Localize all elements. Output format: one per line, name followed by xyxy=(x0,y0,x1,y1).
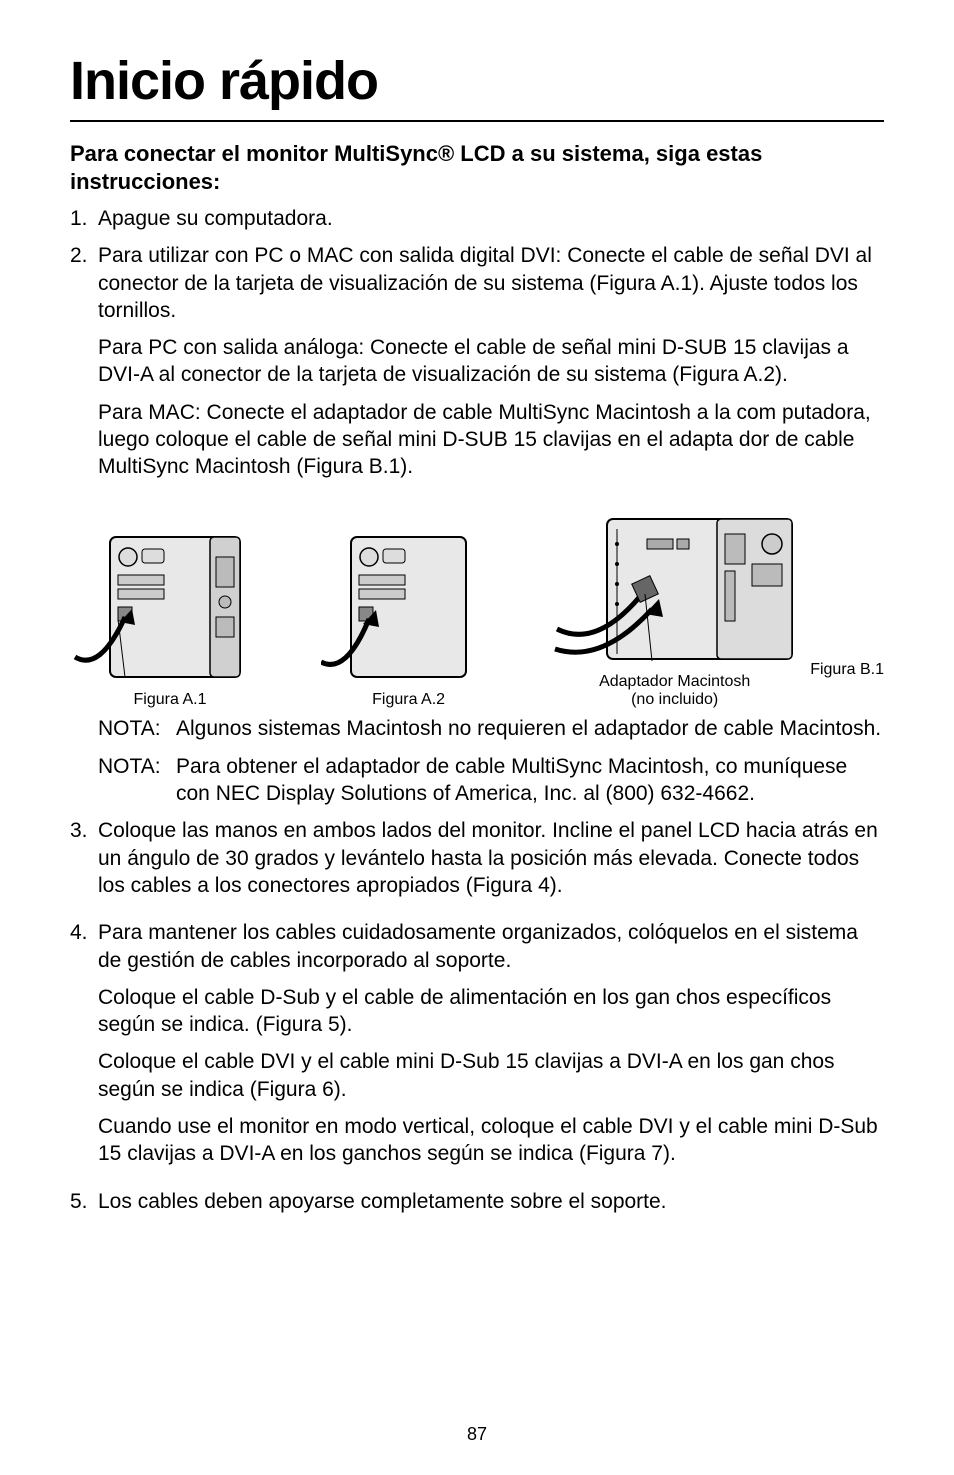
list-item: 3. Coloque las manos en ambos lados del … xyxy=(70,817,884,909)
nota-text: Para obtener el adaptador de cable Multi… xyxy=(176,753,884,808)
item-paragraph: Coloque el cable D-Sub y el cable de ali… xyxy=(98,984,884,1039)
list-item: 1. Apague su computadora. xyxy=(70,205,884,232)
nota-item: NOTA: Para obtener el adaptador de cable… xyxy=(98,753,884,808)
item-text: Para utilizar con PC o MAC con salida di… xyxy=(98,242,884,490)
list-item: 5. Los cables deben apoyarse completamen… xyxy=(70,1188,884,1225)
nota-block: NOTA: Algunos sistemas Macintosh no requ… xyxy=(70,715,884,807)
nota-item: NOTA: Algunos sistemas Macintosh no requ… xyxy=(98,715,884,742)
nota-label: NOTA: xyxy=(98,753,176,808)
page-title: Inicio rápido xyxy=(70,50,884,112)
title-rule xyxy=(70,120,884,122)
item-paragraph: Para PC con salida análoga: Conecte el c… xyxy=(98,334,884,389)
item-number: 2. xyxy=(70,242,98,490)
instruction-list-bottom: 3. Coloque las manos en ambos lados del … xyxy=(70,817,884,1225)
nota-text: Algunos sistemas Macintosh no requieren … xyxy=(176,715,884,742)
item-paragraph: Apague su computadora. xyxy=(98,207,333,230)
item-text: Para mantener los cables cuidadosamente … xyxy=(98,919,884,1177)
item-paragraph: Coloque las manos en ambos lados del mon… xyxy=(98,817,884,899)
figure-b1-label: Figura B.1 xyxy=(810,661,884,709)
list-item: 4. Para mantener los cables cuidadosamen… xyxy=(70,919,884,1177)
instruction-list-top: 1. Apague su computadora. 2. Para utiliz… xyxy=(70,205,884,491)
item-paragraph: Para mantener los cables cuidadosamente … xyxy=(98,919,884,974)
item-number: 1. xyxy=(70,205,98,232)
figure-caption: Figura A.2 xyxy=(372,691,445,709)
figure-b1: Adaptador Macintosh (no incluido) xyxy=(547,509,802,710)
item-number: 5. xyxy=(70,1188,98,1225)
item-paragraph: Coloque el cable DVI y el cable mini D-S… xyxy=(98,1048,884,1103)
item-paragraph: Cuando use el monitor en modo vertical, … xyxy=(98,1113,884,1168)
item-paragraph: Los cables deben apoyarse completamente … xyxy=(98,1188,884,1215)
figure-a2: Figura A.2 xyxy=(321,527,496,709)
computer-tower-icon xyxy=(70,527,270,687)
list-item: 2. Para utilizar con PC o MAC con salida… xyxy=(70,242,884,490)
item-number: 3. xyxy=(70,817,98,909)
item-paragraph: Para MAC: Conecte el adaptador de cable … xyxy=(98,399,884,481)
adapter-note: (no incluido) xyxy=(631,691,718,708)
item-text: Coloque las manos en ambos lados del mon… xyxy=(98,817,884,909)
figure-a1: Figura A.1 xyxy=(70,527,270,709)
figure-caption: Figura A.1 xyxy=(134,691,207,709)
item-paragraph: Para utilizar con PC o MAC con salida di… xyxy=(98,242,884,324)
item-text: Los cables deben apoyarse completamente … xyxy=(98,1188,884,1225)
item-text: Apague su computadora. xyxy=(98,205,884,232)
item-number: 4. xyxy=(70,919,98,1177)
computer-tower-icon xyxy=(321,527,496,687)
document-page: Inicio rápido Para conectar el monitor M… xyxy=(0,0,954,1475)
figures-row: Figura A.1 Figura A.2 xyxy=(70,509,884,710)
mac-tower-icon xyxy=(547,509,802,669)
page-number: 87 xyxy=(0,1424,954,1445)
adapter-label: Adaptador Macintosh xyxy=(599,673,750,690)
instructions-subhead: Para conectar el monitor MultiSync® LCD … xyxy=(70,140,884,195)
figure-caption: Adaptador Macintosh (no incluido) xyxy=(599,673,750,710)
nota-label: NOTA: xyxy=(98,715,176,742)
figure-b1-wrap: Adaptador Macintosh (no incluido) Figura… xyxy=(547,509,884,710)
